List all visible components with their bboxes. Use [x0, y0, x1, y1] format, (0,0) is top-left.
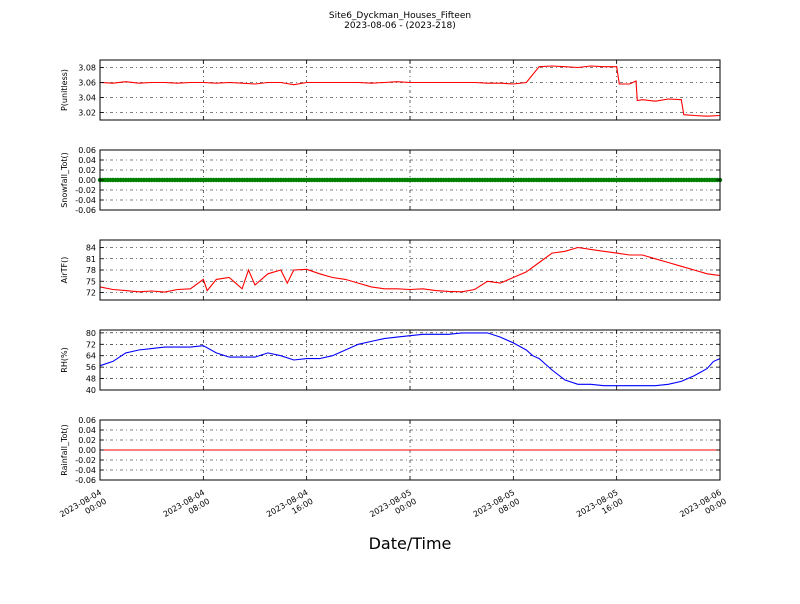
y-tick-label: -0.04	[75, 466, 96, 475]
subplot-1: 3.02 3.04 3.06 3.08 P(unitless)	[60, 59, 721, 121]
y-tick-label: 3.06	[78, 79, 96, 88]
y-tick-label: 48	[86, 375, 96, 384]
x-tick-label: 2023-08-0500:00	[368, 488, 418, 528]
chart-title: Site6_Dyckman_Houses_Fifteen	[328, 11, 472, 21]
y-tick-label: 84	[86, 244, 96, 253]
y-tick-label: -0.06	[75, 206, 96, 215]
data-series-line	[99, 332, 721, 387]
subplot-5: -0.06-0.04-0.020.000.020.040.06 Rainfall_…	[60, 416, 721, 485]
y-tick-label: 80	[86, 329, 96, 338]
y-tick-label: 3.04	[78, 94, 96, 103]
y-tick-label: 75	[86, 277, 96, 286]
chart-subtitle: 2023-08-06 - (2023-218)	[344, 21, 456, 31]
y-tick-label: -0.02	[75, 186, 96, 195]
y-tick-label: 0.02	[78, 166, 96, 175]
x-tick-label: 2023-08-0400:00	[58, 488, 108, 528]
x-tick-label: 2023-08-0600:00	[678, 488, 728, 528]
y-axis-label: Rainfall_Tot()	[60, 424, 69, 476]
data-series-line	[99, 65, 721, 117]
y-tick-label: 3.02	[78, 109, 96, 118]
y-tick-label: 81	[86, 255, 96, 264]
y-tick-label: 72	[86, 340, 96, 349]
subplot-3: 72 75 78 81 84 AirTF()	[60, 239, 721, 301]
data-series-line	[99, 246, 721, 293]
y-tick-label: 0.04	[78, 156, 96, 165]
y-axis-label: AirTF()	[60, 257, 69, 284]
y-tick-label: 64	[86, 352, 96, 361]
y-tick-label: 0.06	[78, 146, 96, 155]
x-tick-label: 2023-08-0416:00	[265, 488, 315, 528]
y-tick-label: 72	[86, 289, 96, 298]
y-tick-label: -0.04	[75, 196, 96, 205]
x-tick-label: 2023-08-0508:00	[472, 488, 522, 528]
y-tick-label: 0.00	[78, 176, 96, 185]
y-axis-label: Snowfall_Tot()	[60, 152, 69, 208]
y-tick-label: -0.06	[75, 476, 96, 485]
y-tick-label: 78	[86, 266, 96, 275]
y-tick-label: 0.04	[78, 426, 96, 435]
y-axis-label: RH(%)	[60, 347, 69, 372]
y-tick-label: -0.02	[75, 456, 96, 465]
x-tick-label: 2023-08-0516:00	[575, 488, 625, 528]
y-tick-label: 56	[86, 363, 96, 372]
x-axis-label: Date/Time	[368, 534, 452, 553]
y-tick-label: 0.00	[78, 446, 96, 455]
y-tick-label: 3.08	[78, 64, 96, 73]
subplot-4: 40 48 56 64 72 80 RH(%)	[60, 329, 721, 395]
y-axis-label: P(unitless)	[60, 69, 69, 111]
y-tick-label: 40	[86, 386, 96, 395]
y-tick-label: 0.02	[78, 436, 96, 445]
subplot-2: -0.06-0.04-0.020.000.020.040.06 Snowfall_…	[60, 146, 723, 215]
y-tick-label: 0.06	[78, 416, 96, 425]
x-tick-label: 2023-08-0408:00	[162, 488, 212, 528]
